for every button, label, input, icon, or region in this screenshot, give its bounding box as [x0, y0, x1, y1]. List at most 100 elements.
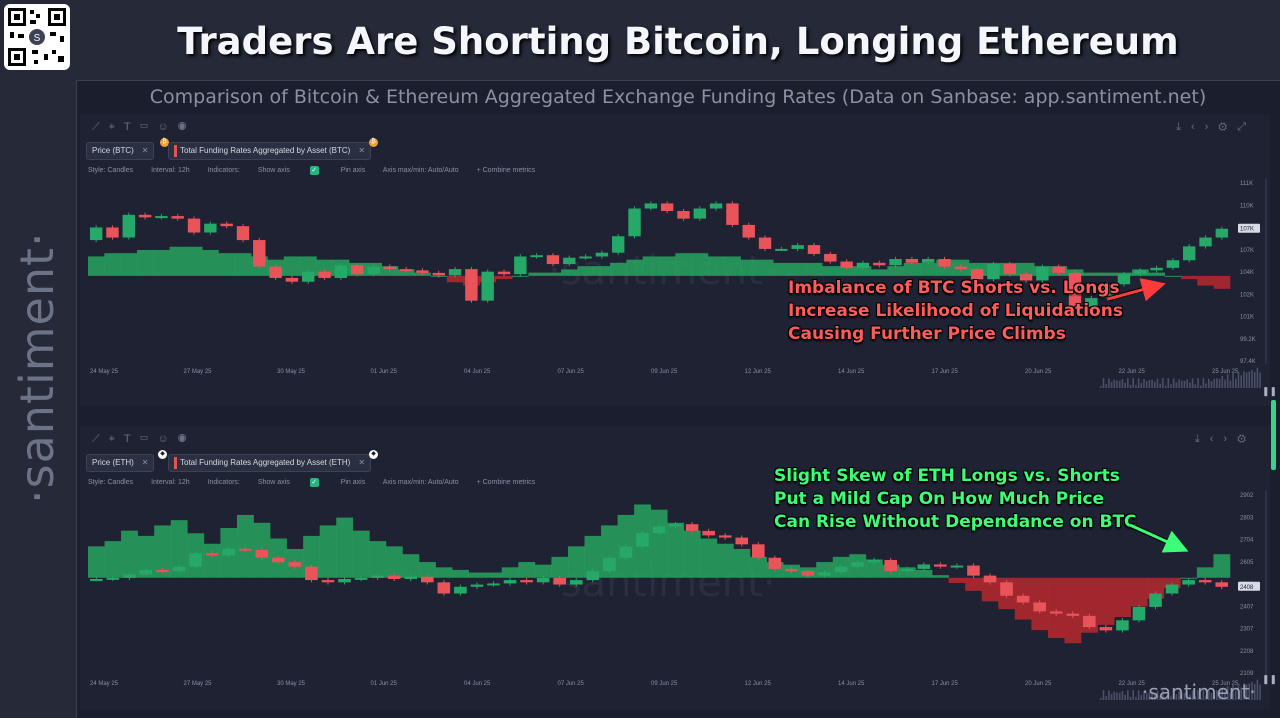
funding-bar [903, 262, 921, 276]
text-icon[interactable]: T [123, 433, 140, 445]
fullscreen-icon[interactable]: ⤢ [1237, 121, 1256, 133]
cursor-icon[interactable]: ⌖ [108, 121, 124, 133]
brush-icon[interactable]: ⟋ [92, 121, 109, 133]
funding-bar [610, 262, 627, 276]
candle [454, 586, 467, 594]
funding-bar [185, 246, 203, 276]
x-tick-label: 07 Jun 25 [558, 681, 585, 687]
price-chip[interactable]: Price (ETH) ✕ [86, 454, 155, 472]
chart-toolbar: ⟋⌖T▭☺◉ [92, 121, 196, 134]
eth-annotation: Slight Skew of ETH Longs vs. Shorts Put … [774, 465, 1137, 534]
price-chip[interactable]: Price (BTC) ✕ [86, 142, 155, 160]
x-tick-label: 25 Jun 25 [1212, 369, 1239, 375]
candle [917, 564, 931, 569]
candle [470, 584, 484, 587]
candle [967, 565, 980, 576]
pause-icon[interactable]: ❚❚ [1262, 674, 1278, 684]
indicators-select[interactable]: Indicators: [207, 479, 240, 487]
checkbox-icon[interactable]: ✓ [309, 166, 319, 175]
funding-bar [218, 253, 236, 276]
note-icon[interactable]: ▭ [139, 433, 158, 445]
funding-bar [838, 266, 856, 276]
funding-bar [1181, 275, 1198, 280]
funding-bar [402, 554, 420, 578]
candle [338, 578, 351, 583]
close-icon[interactable]: ✕ [141, 146, 149, 155]
download-icon[interactable]: ⤓ [1176, 121, 1191, 133]
funding-chip[interactable]: Total Funding Rates Aggregated by Asset … [168, 454, 372, 472]
candle [867, 559, 881, 563]
show-axis-toggle[interactable]: Show axis ✓ [258, 166, 323, 175]
funding-chip[interactable]: Total Funding Rates Aggregated by Asset … [168, 142, 372, 160]
price-last-label: 2408 [1240, 585, 1254, 591]
funding-bar [948, 577, 966, 583]
text-icon[interactable]: T [123, 121, 140, 133]
brush-icon[interactable]: ⟋ [92, 433, 109, 445]
axis-minmax-select[interactable]: Axis max/min: Auto/Auto [382, 167, 459, 175]
candle [220, 223, 233, 227]
indicators-select[interactable]: Indicators: [207, 167, 240, 175]
interval-select[interactable]: Interval: 12h [151, 479, 190, 487]
candle [354, 577, 368, 580]
navigator-bar [1156, 690, 1159, 700]
funding-bar [650, 509, 668, 578]
navigator-bar [1199, 697, 1202, 700]
candle [1166, 260, 1180, 268]
navigator-bar [1143, 378, 1145, 388]
scrollbar-thumb[interactable] [1271, 400, 1276, 470]
candle [1134, 270, 1147, 275]
navigator-bar [1129, 696, 1132, 700]
navigator-bar [1137, 378, 1140, 388]
combine-metrics-button[interactable]: + Combine metrics [476, 167, 536, 175]
navigator-bar [1224, 379, 1226, 388]
series-color-icon [174, 456, 177, 469]
funding-bar [501, 567, 519, 578]
style-select[interactable]: Style: Candles [88, 479, 134, 487]
axis-minmax-select[interactable]: Axis max/min: Auto/Auto [382, 479, 459, 487]
style-select[interactable]: Style: Candles [88, 167, 134, 175]
emoji-icon[interactable]: ☺ [157, 433, 178, 445]
navigator-bar [1154, 381, 1156, 388]
funding-bar [236, 514, 254, 578]
eye-icon[interactable]: ◉ [177, 121, 196, 133]
combine-metrics-button[interactable]: + Combine metrics [476, 479, 536, 487]
navigator-bar [1151, 379, 1153, 388]
navigator-bar [1148, 692, 1151, 700]
x-tick-label: 20 Jun 25 [1025, 681, 1052, 687]
emoji-icon[interactable]: ☺ [157, 121, 178, 133]
download-icon[interactable]: ⤓ [1194, 433, 1210, 445]
funding-bar [170, 520, 188, 578]
code-icon[interactable]: ‹› [1190, 121, 1219, 133]
navigator-bar [1202, 378, 1205, 388]
interval-select[interactable]: Interval: 12h [151, 167, 190, 175]
candle [900, 568, 914, 572]
pin-axis-toggle[interactable]: Pin axis [340, 167, 366, 175]
candle [536, 577, 550, 583]
funding-bar [750, 556, 767, 578]
navigator-bar [1191, 378, 1194, 388]
cursor-icon[interactable]: ⌖ [108, 433, 124, 445]
close-icon[interactable]: ✕ [141, 458, 149, 467]
candle [172, 566, 186, 572]
candle [465, 269, 478, 301]
candle [1019, 274, 1033, 281]
navigator-bar [1229, 380, 1232, 388]
candle [726, 203, 739, 225]
close-icon[interactable]: ✕ [358, 146, 366, 155]
close-icon[interactable]: ✕ [358, 458, 366, 467]
svg-text:S: S [34, 33, 41, 44]
note-icon[interactable]: ▭ [139, 121, 158, 133]
navigator-bar [1108, 378, 1110, 388]
gear-icon[interactable]: ⚙ [1218, 121, 1238, 133]
code-icon[interactable]: ‹› [1209, 433, 1238, 445]
pause-icon[interactable]: ❚❚ [1262, 386, 1278, 396]
gear-icon[interactable]: ⚙ [1237, 433, 1256, 445]
checkbox-icon[interactable]: ✓ [309, 478, 319, 487]
navigator-bar [1259, 684, 1261, 700]
candle [399, 269, 413, 272]
x-tick-label: 12 Jun 25 [745, 369, 772, 375]
eye-icon[interactable]: ◉ [177, 433, 196, 445]
show-axis-toggle[interactable]: Show axis ✓ [258, 478, 323, 487]
candle [905, 259, 919, 263]
pin-axis-toggle[interactable]: Pin axis [340, 479, 366, 487]
